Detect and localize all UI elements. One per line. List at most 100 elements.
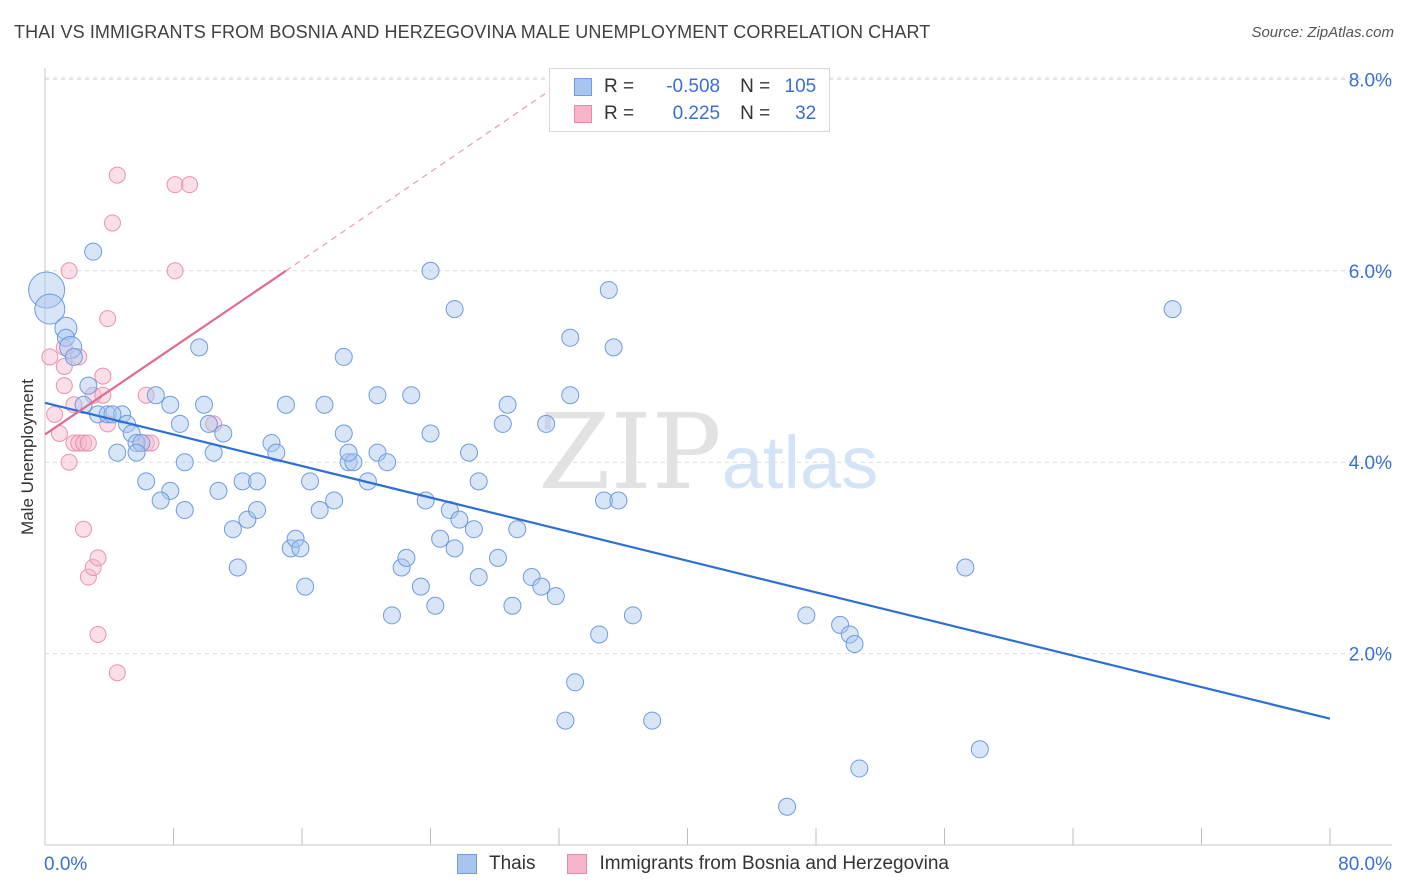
thais-point: [286, 529, 305, 548]
bosnia-point: [60, 453, 78, 471]
thais-point: [609, 491, 628, 510]
legend-item-thais[interactable]: Thais: [456, 853, 536, 875]
thais-legend-label: Thais: [488, 853, 536, 874]
thais-point: [161, 395, 180, 414]
bosnia-point: [60, 262, 78, 280]
bosnia-point: [103, 214, 121, 232]
source-label: Source: ZipAtlas.com: [1251, 24, 1394, 41]
bosnia-point: [94, 367, 112, 385]
bosnia-legend-swatch: [567, 854, 588, 874]
thais-point: [546, 587, 565, 606]
thais-point: [623, 606, 642, 625]
y-tick-label: 2.0%: [1349, 645, 1392, 666]
thais-point: [566, 673, 585, 692]
thais-point: [532, 577, 551, 596]
thais-point: [137, 472, 156, 491]
bosnia-trend-line: [44, 269, 287, 436]
thais-point: [503, 596, 522, 615]
thais-point: [431, 529, 450, 548]
bosnia-point: [137, 434, 155, 452]
thais-point: [233, 472, 252, 491]
thais-point: [368, 443, 387, 462]
legend-row-bosnia: R = 0.225 N = 32: [574, 102, 816, 126]
thais-points: [28, 242, 1182, 816]
thais-point: [334, 424, 353, 443]
thais-point: [127, 443, 146, 462]
thais-point: [276, 395, 295, 414]
thais-point: [325, 491, 344, 510]
bosnia-point: [79, 568, 97, 586]
thais-point: [228, 558, 247, 577]
thais-point: [214, 424, 233, 443]
bosnia-point: [55, 377, 73, 395]
stats-legend: R = -0.508 N = 105 R = 0.225 N = 32: [549, 68, 830, 132]
thais-r-value: -0.508: [666, 76, 721, 97]
thais-point: [108, 443, 127, 462]
y-axis-label: Male Unemployment: [18, 379, 37, 535]
n-label: N =: [740, 76, 771, 97]
thais-point: [267, 443, 286, 462]
legend-item-bosnia[interactable]: Immigrants from Bosnia and Herzegovina: [567, 853, 949, 875]
thais-point: [223, 520, 242, 539]
x-tick-label: 0.0%: [44, 854, 87, 875]
thais-point: [248, 501, 267, 520]
bosnia-point: [99, 310, 117, 328]
thais-point: [296, 577, 315, 596]
bosnia-legend-label: Immigrants from Bosnia and Herzegovina: [599, 853, 949, 874]
thais-point: [561, 328, 580, 347]
thais-point: [426, 596, 445, 615]
thais-point: [209, 481, 228, 500]
watermark-atlas: atlas: [722, 421, 878, 504]
thais-point: [537, 414, 556, 433]
bosnia-point: [79, 434, 97, 452]
thais-point: [469, 472, 488, 491]
thais-point: [382, 606, 401, 625]
thais-point: [190, 338, 209, 357]
thais-point: [778, 797, 797, 816]
thais-point: [34, 293, 66, 325]
thais-point: [956, 558, 975, 577]
thais-point: [339, 453, 358, 472]
y-tick-label: 4.0%: [1349, 453, 1392, 474]
thais-point: [315, 395, 334, 414]
thais-point: [840, 625, 859, 644]
thais-point: [161, 481, 180, 500]
thais-point: [392, 558, 411, 577]
thais-point: [344, 453, 363, 472]
thais-point: [469, 568, 488, 587]
thais-point: [175, 453, 194, 472]
thais-point: [54, 316, 78, 340]
thais-point: [378, 453, 397, 472]
thais-point: [301, 472, 320, 491]
thais-point: [1163, 300, 1182, 319]
thais-legend-swatch: [456, 854, 477, 874]
chart-title: THAI VS IMMIGRANTS FROM BOSNIA AND HERZE…: [14, 22, 931, 42]
thais-point: [460, 443, 479, 462]
thais-point: [464, 520, 483, 539]
thais-point: [195, 395, 214, 414]
thais-point: [421, 424, 440, 443]
thais-point: [64, 347, 83, 366]
thais-point: [488, 548, 507, 567]
thais-point: [594, 491, 613, 510]
bosnia-point: [41, 348, 59, 366]
thais-point: [262, 434, 281, 453]
legend-row-thais: R = -0.508 N = 105: [574, 75, 816, 99]
r-label: R =: [604, 76, 635, 97]
tick-labels: 2.0% 4.0% 6.0% 8.0% 0.0% 80.0%: [44, 70, 1392, 875]
thais-point: [146, 386, 165, 405]
bosnia-point: [108, 664, 126, 682]
thais-point: [450, 510, 469, 529]
y-tick-label: 8.0%: [1349, 70, 1392, 91]
bosnia-point: [70, 434, 88, 452]
thais-point: [397, 548, 416, 567]
thais-point: [599, 280, 618, 299]
thais-point: [561, 386, 580, 405]
thais-point: [556, 711, 575, 730]
bosnia-point: [75, 434, 93, 452]
thais-point: [170, 414, 189, 433]
bosnia-trend-extension: [285, 83, 560, 272]
thais-n-value: 105: [784, 76, 817, 97]
x-tick-label: 80.0%: [1338, 854, 1392, 875]
